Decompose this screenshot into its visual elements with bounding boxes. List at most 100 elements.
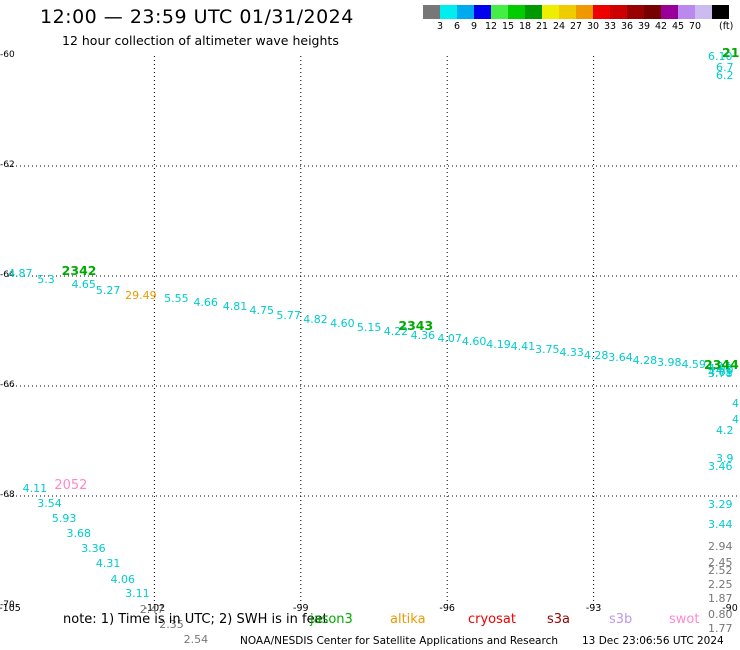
color-scale-tick: 45 — [671, 21, 685, 32]
satellite-legend-item: s3a — [547, 612, 571, 627]
pass-label: 2344 — [704, 357, 739, 373]
color-scale-swatch — [474, 5, 491, 19]
color-scale-swatch — [491, 5, 508, 19]
wave-height-value: 3.78 — [708, 366, 733, 380]
satellite-legend-item: altika — [390, 612, 426, 627]
wave-height-value: 5.27 — [95, 283, 121, 297]
latitude-label: -62 — [0, 160, 15, 170]
longitude-label: -102 — [143, 603, 166, 614]
wave-height-value: 3.64 — [608, 351, 633, 365]
satellite-legend-item: s3b — [609, 612, 633, 627]
wave-height-value: 4.31 — [95, 557, 121, 571]
wave-height-value: 4.11 — [22, 481, 48, 495]
wave-height-value: 3.36 — [81, 542, 106, 556]
wave-height-value: 6.10 — [708, 50, 733, 63]
wave-height-value: 5.15 — [356, 321, 382, 335]
color-scale-unit: (ft) — [719, 21, 734, 32]
wave-height-value: 29.49 — [125, 289, 157, 303]
wave-height-value: 4.33 — [559, 345, 584, 359]
color-scale-tick: 70 — [688, 21, 702, 32]
color-scale-tick: 33 — [603, 21, 617, 32]
wave-height-value: 1.87 — [708, 591, 733, 605]
color-scale-tick: 12 — [484, 21, 498, 32]
wave-height-value: 4.59 — [681, 358, 706, 371]
latitude-label: -68 — [0, 490, 15, 500]
wave-height-value: 5.55 — [164, 292, 189, 305]
wave-height-value: 4.81 — [222, 300, 248, 314]
wave-height-value: 4.66 — [193, 295, 218, 309]
wave-height-value: 4.01 — [708, 365, 733, 379]
footer-note: note: 1) Time is in UTC; 2) SWH is in fe… — [63, 612, 328, 627]
color-scale-swatch — [508, 5, 525, 19]
color-scale-swatch — [559, 5, 576, 19]
wave-height-value: 4.87 — [8, 267, 33, 281]
wave-height-value: 4.37 — [705, 360, 731, 374]
wave-height-value: 2.54 — [183, 633, 209, 646]
color-scale-swatch — [627, 5, 644, 19]
color-scale-swatch — [542, 5, 559, 19]
wave-height-value: 3.29 — [708, 498, 733, 512]
pass-label: 2342 — [61, 262, 97, 278]
color-scale-tick: 39 — [637, 21, 651, 32]
color-scale-swatch — [457, 5, 474, 19]
latitude-label: -70 — [0, 600, 15, 610]
wave-height-value: 4.19 — [486, 337, 511, 351]
wave-height-value: 4.28 — [632, 353, 658, 367]
wave-height-value: 2.25 — [708, 578, 733, 591]
latitude-label: -60 — [0, 50, 15, 60]
wave-height-value: 5.77 — [276, 308, 301, 322]
wave-height-value: 4.02 — [708, 362, 733, 376]
wave-height-value: 3.9 — [716, 451, 734, 465]
color-scale-swatch — [576, 5, 593, 19]
wave-height-value: 3.75 — [535, 343, 560, 357]
wave-height-value: 3.68 — [66, 527, 92, 541]
wave-height-value: 2.45 — [708, 556, 733, 569]
color-scale-tick: 6 — [453, 21, 461, 32]
wave-height-value: 5.93 — [51, 512, 77, 525]
wave-height-value: 2.35 — [159, 617, 184, 631]
color-scale-swatch — [610, 5, 627, 19]
longitude-label: -99 — [293, 603, 309, 614]
wave-height-value: 4.75 — [249, 304, 275, 318]
color-scale-tick: 18 — [518, 21, 532, 32]
color-scale-swatch — [644, 5, 661, 19]
longitude-label: -93 — [585, 603, 602, 614]
wave-height-value: 4 — [732, 413, 739, 426]
wave-height-value: 3.98 — [657, 355, 682, 369]
color-scale-tick: 15 — [501, 21, 515, 32]
wave-height-value: 4.0 — [716, 364, 734, 378]
map-canvas — [8, 56, 740, 606]
wave-height-value: 4.07 — [437, 332, 462, 346]
wave-height-value: 6.7 — [716, 61, 734, 74]
wave-height-value: 4.60 — [330, 316, 355, 330]
wave-height-value: 4.65 — [71, 278, 96, 292]
wave-height-value: 3.11 — [125, 587, 150, 601]
color-scale-swatch — [678, 5, 695, 19]
color-scale-swatch — [712, 5, 729, 19]
wave-height-value: 3.46 — [708, 459, 733, 473]
color-scale-swatch — [525, 5, 542, 19]
wave-height-value: 5.3 — [37, 272, 55, 286]
wave-height-value: 4.60 — [461, 334, 487, 348]
color-scale-tick: 9 — [470, 21, 478, 32]
color-scale-tick: 24 — [552, 21, 566, 32]
wave-height-value: 2.47 — [139, 602, 165, 616]
wave-height-value: 4.82 — [303, 312, 328, 326]
color-scale-tick: 30 — [586, 21, 600, 32]
wave-height-value: 1.77 — [708, 622, 733, 635]
longitude-label: -96 — [439, 603, 455, 614]
color-scale-tick: 3 — [436, 21, 444, 32]
color-scale-bar — [423, 5, 729, 19]
wave-height-value: 4.22 — [383, 325, 409, 338]
credit-line: NOAA/NESDIS Center for Satellite Applica… — [240, 635, 558, 647]
wave-height-value: 4.28 — [583, 348, 609, 362]
color-scale-swatch — [593, 5, 610, 19]
longitude-label: -90 — [722, 603, 738, 614]
color-scale-tick: 36 — [620, 21, 634, 32]
pass-label: 21 — [722, 45, 740, 61]
satellite-legend-item: jason3 — [310, 612, 353, 627]
color-scale-tick: 21 — [535, 21, 549, 32]
satellite-legend-item: swot — [669, 612, 700, 627]
color-scale-swatch — [695, 5, 712, 19]
map-subtitle: 12 hour collection of altimeter wave hei… — [62, 33, 339, 48]
